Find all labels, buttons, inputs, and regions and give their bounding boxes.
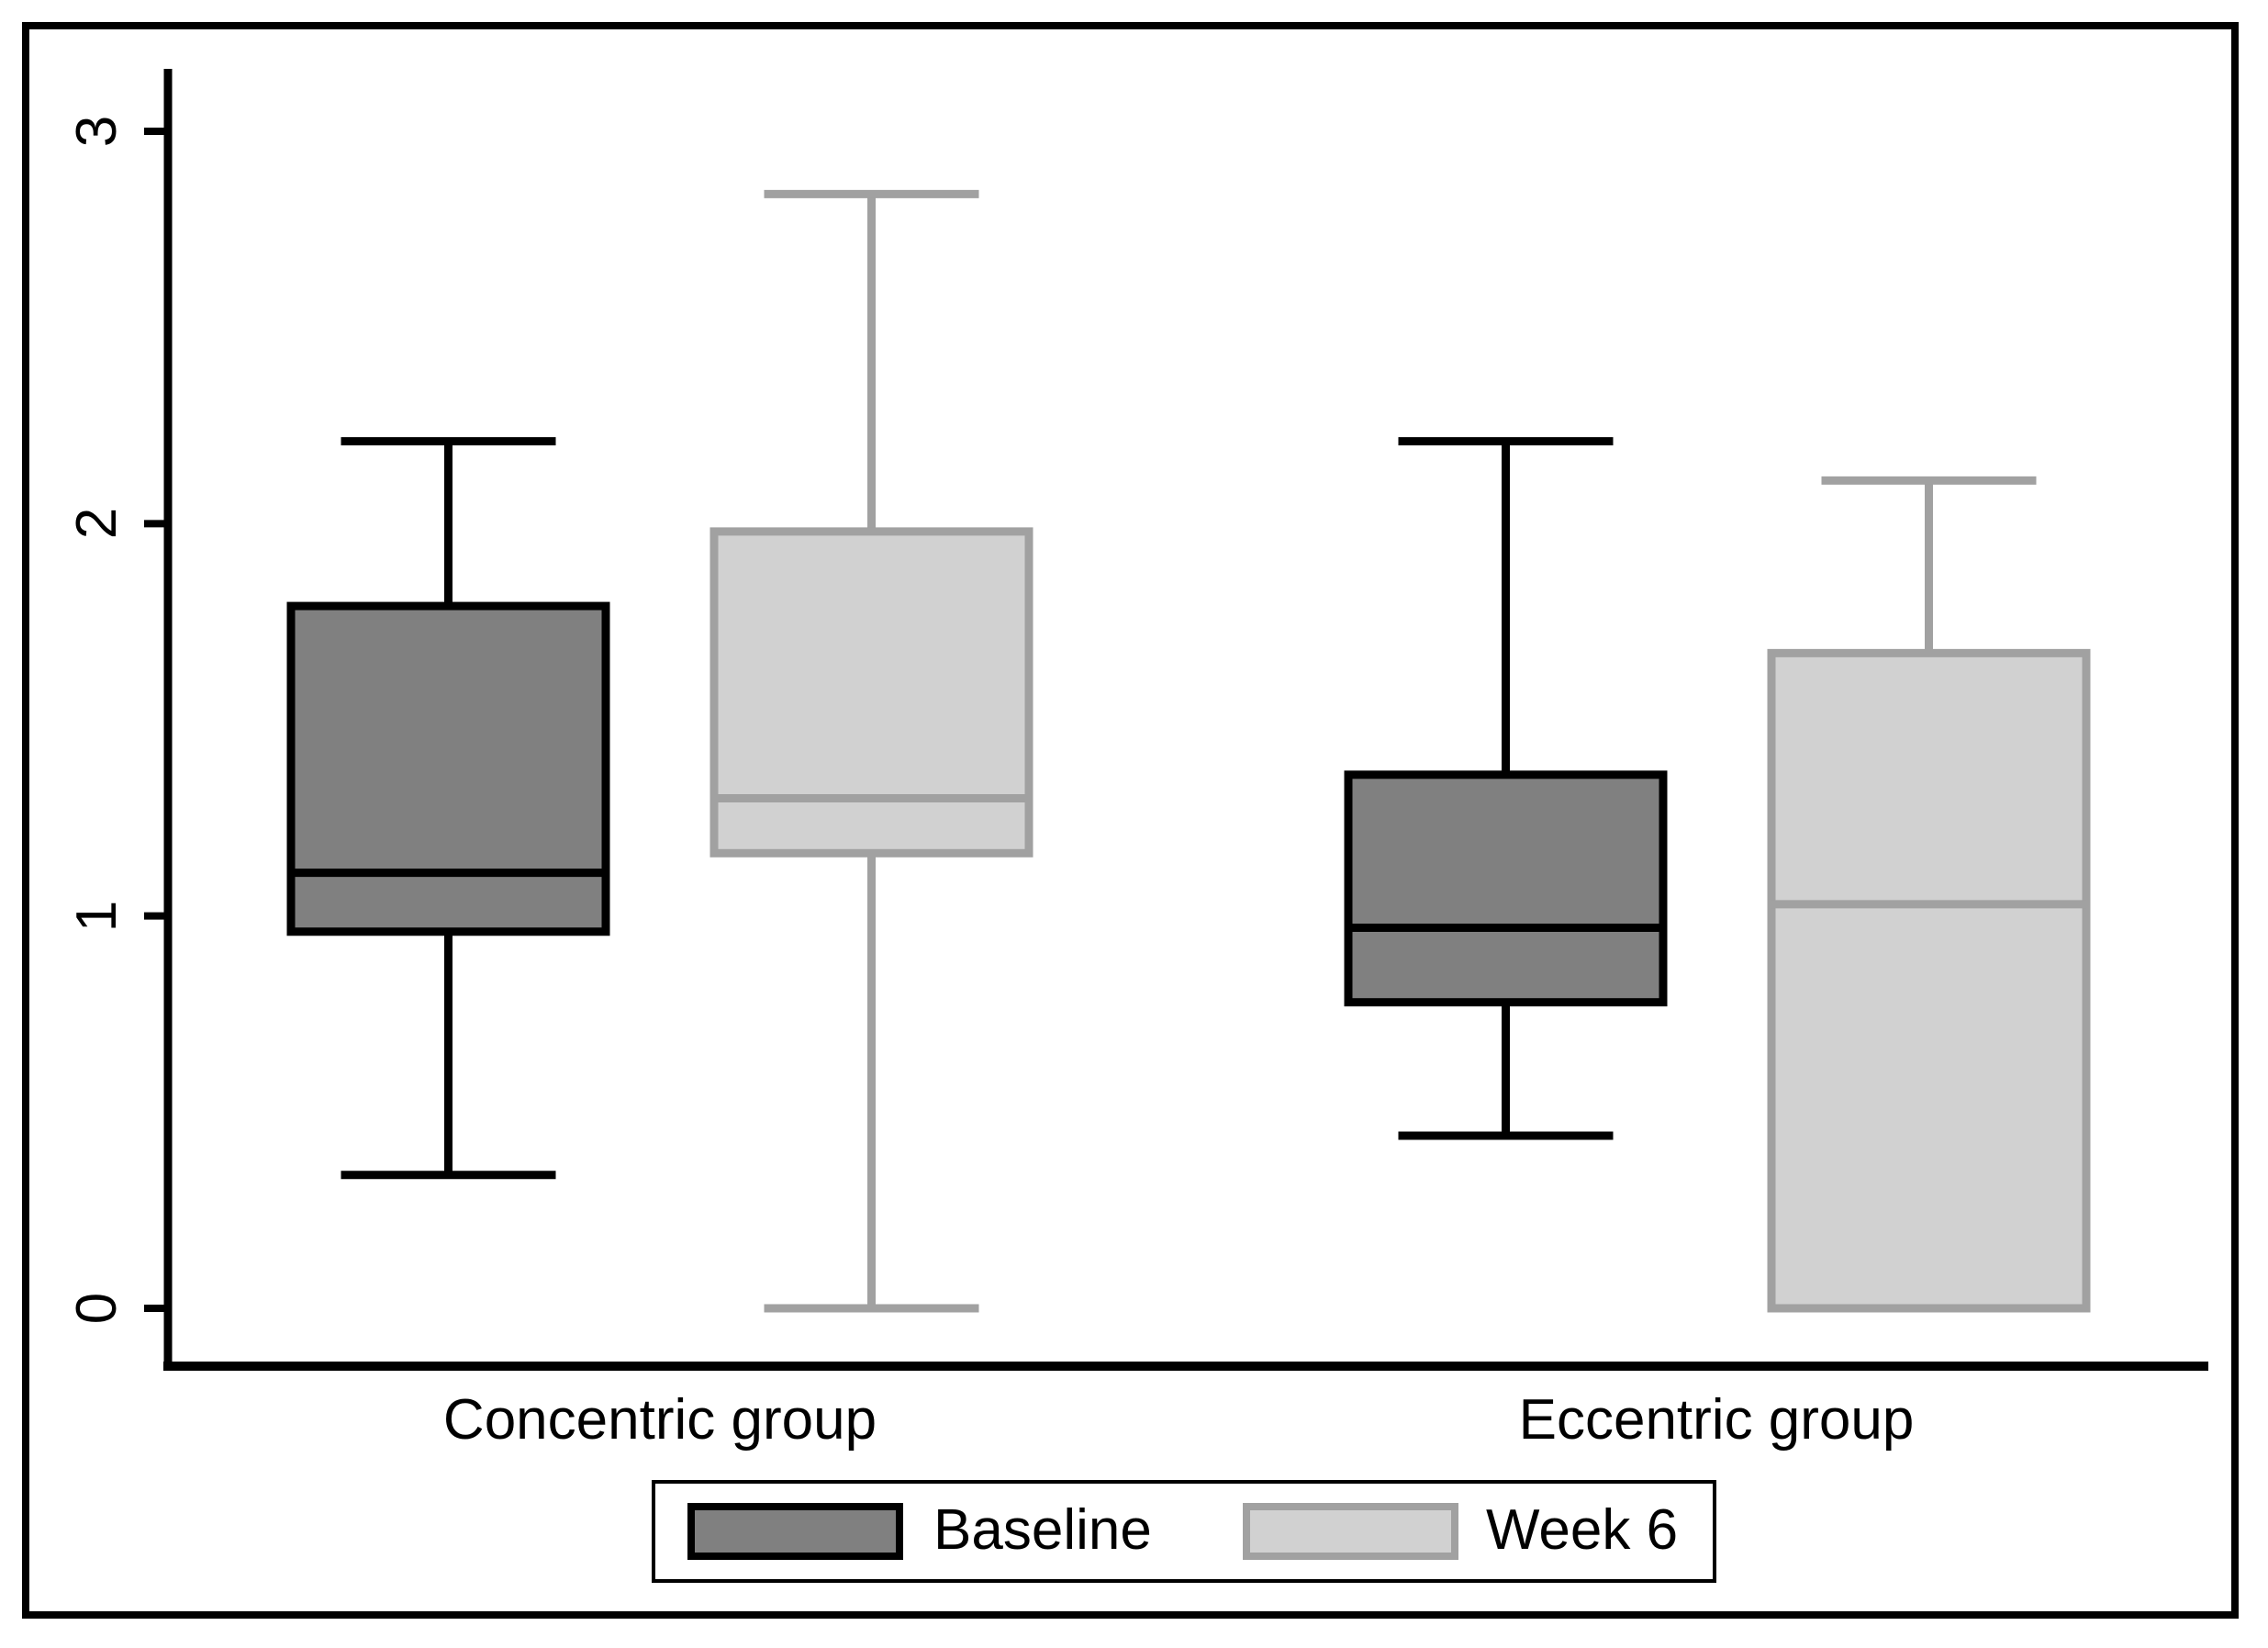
box-baseline-eccentric	[1344, 770, 1668, 1007]
box-week6-eccentric	[1767, 648, 2091, 1313]
x-category-label-concentric: Concentric group	[442, 1388, 877, 1452]
legend-swatch-week6	[1243, 1503, 1458, 1560]
y-tick-label-3: 3	[65, 115, 128, 148]
legend-label-week6: Week 6	[1486, 1497, 1679, 1562]
y-tick-label-1: 1	[65, 900, 128, 933]
legend-label-baseline: Baseline	[933, 1497, 1152, 1562]
figure-border	[22, 22, 2239, 1619]
legend: Baseline Week 6	[652, 1480, 1716, 1583]
legend-swatch-baseline	[687, 1503, 903, 1560]
box-week6-concentric	[709, 527, 1033, 858]
box-baseline-concentric	[286, 601, 610, 936]
y-tick-label-2: 2	[65, 507, 128, 540]
x-category-label-eccentric: Eccentric group	[1518, 1388, 1915, 1452]
y-tick-label-0: 0	[65, 1292, 128, 1325]
